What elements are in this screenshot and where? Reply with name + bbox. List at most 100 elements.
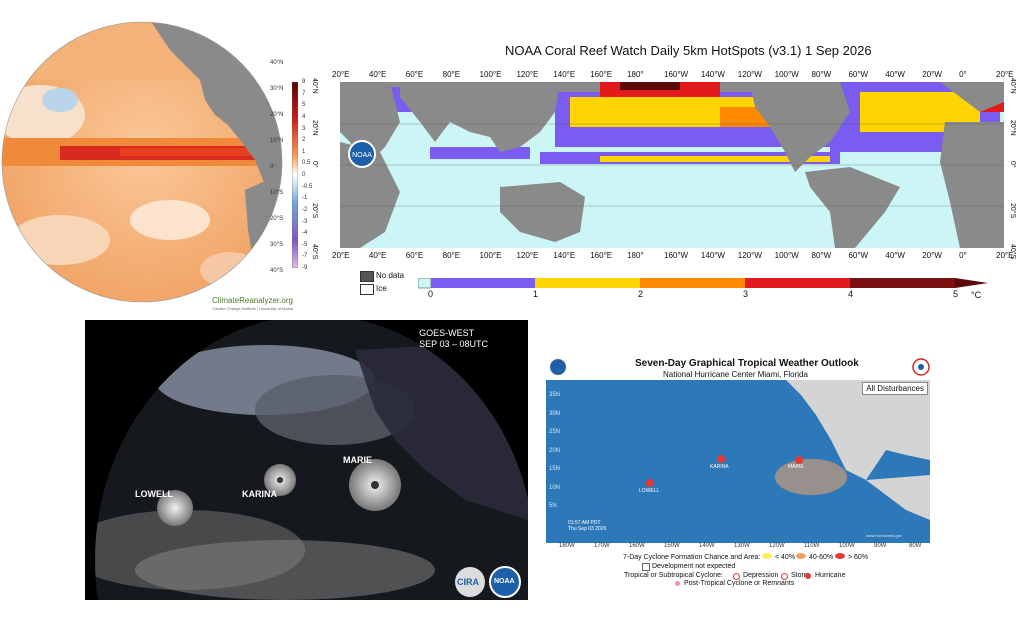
lon-label-top: 100°E (479, 70, 502, 79)
globe-map (1, 21, 283, 303)
colorbar-tick: -9 (302, 265, 308, 271)
lon-label-bottom: 120°W (737, 251, 762, 260)
legend-low-label: < 40% (775, 554, 796, 561)
nhc-timestamp-line1: 01:57 AM PDT (568, 520, 601, 526)
lon-label-top: 160°E (590, 70, 613, 79)
legend-depression: Depression (743, 572, 779, 579)
nhc-storm-karina: KARINA (710, 464, 729, 470)
nhc-lon-label: 140W (699, 543, 715, 549)
lon-label-bottom: 100°E (479, 251, 502, 260)
lat-label-left: 40°S (311, 244, 318, 260)
lat-label-right: 0° (1009, 161, 1016, 168)
hotspots-colorbar-label: 5 (953, 289, 959, 299)
nhc-lon-label: 80W (909, 543, 922, 549)
lon-label-bottom: 160°W (664, 251, 689, 260)
lon-label-bottom: 160°E (590, 251, 613, 260)
nhc-lat-label: 30N (549, 410, 561, 417)
colorbar-tick: -3 (302, 218, 308, 225)
hotspots-colorbar-label: 3 (743, 289, 749, 299)
lon-label-bottom: 80°W (811, 251, 832, 260)
lon-label-top: 20°W (922, 70, 942, 79)
goes-storm-marie: MARIE (343, 455, 372, 465)
nhc-lat-label: 5N (549, 503, 557, 509)
nhc-lat-label: 15N (549, 466, 561, 472)
lat-label-right: 40°N (1009, 78, 1016, 94)
lon-label-top: 80°W (811, 70, 832, 79)
legend-not-expected: Development not expected (652, 563, 736, 570)
nhc-lat-label: 35N (549, 392, 561, 398)
hotspots-colorbar (418, 278, 988, 289)
lon-label-bottom: 20°E (996, 251, 1014, 260)
brand-sub-label: Climate Change Institute | University of… (212, 306, 294, 311)
colorbar-tick: 0 (302, 172, 306, 178)
lon-label-bottom: 20°E (332, 251, 350, 260)
legend-cyclone-label: Tropical or Subtropical Cyclone: (624, 572, 723, 579)
legend-post-tropical: Post-Tropical Cyclone or Remnants (684, 580, 795, 587)
hotspots-map: NOAA (340, 82, 1004, 248)
globe-lat-label: 10°S (270, 190, 284, 196)
goes-west-panel: GOES-WEST SEP 03 – 08UTC LOWELL KARINA M… (85, 320, 528, 600)
lon-label-top: 20°E (332, 70, 350, 79)
hotspots-colorbar-label: 1 (533, 289, 539, 299)
nhc-lat-label: 25N (549, 429, 561, 435)
colorbar-unit: °C (971, 290, 982, 300)
goes-storm-lowell: LOWELL (135, 489, 173, 499)
lon-label-top: 60°W (848, 70, 869, 79)
nhc-lon-label: 130W (734, 543, 750, 549)
nhc-lon-label: 150W (664, 543, 680, 549)
goes-title-line2: SEP 03 – 08UTC (419, 339, 488, 349)
legend-low-swatch (762, 553, 772, 559)
lon-label-bottom: 140°E (553, 251, 576, 260)
post-tropical-icon (675, 581, 680, 586)
goes-satellite-image (85, 320, 528, 600)
hotspots-title: NOAA Coral Reef Watch Daily 5km HotSpots… (505, 43, 872, 58)
nhc-lon-label: 120W (769, 543, 785, 549)
cira-logo: CIRA (457, 577, 479, 587)
hurricane-icon (805, 573, 811, 579)
lon-label-top: 80°E (442, 70, 461, 79)
storm-icon (781, 573, 788, 580)
colorbar-tick: -0.5 (302, 183, 313, 190)
brand-label: ClimateReanalyzer.org (212, 296, 293, 305)
nhc-lon-label: 100W (839, 543, 855, 549)
hotspots-colorbar-label: 0 (428, 289, 434, 299)
lat-label-left: 20°N (311, 119, 318, 136)
globe-lat-label: 0° (270, 164, 276, 170)
lon-label-top: 180° (627, 70, 644, 79)
anomaly-colorbar (292, 82, 298, 268)
nhc-lon-label: 110W (804, 543, 820, 549)
colorbar-tick: 0.5 (302, 160, 311, 167)
legend-hurricane: Hurricane (815, 572, 846, 579)
globe-lat-label: 20°S (270, 216, 284, 222)
colorbar-tick: 3 (302, 125, 306, 132)
lon-label-top: 40°W (885, 70, 905, 79)
nhc-timestamp: 01:57 AM PDT Thu Sep 03 2026 (568, 520, 606, 532)
globe-lat-label: 30°N (270, 86, 284, 92)
lon-label-top: 160°W (664, 70, 689, 79)
nhc-lon-label: 160W (629, 543, 645, 549)
lon-label-bottom: 180° (627, 251, 644, 260)
lon-label-bottom: 20°W (922, 251, 942, 260)
lon-label-top: 120°E (516, 70, 539, 79)
nhc-lat-label: 20N (549, 447, 561, 454)
lon-label-bottom: 60°W (848, 251, 869, 260)
nhc-map-graphic (646, 380, 930, 520)
lon-label-bottom: 140°W (700, 251, 725, 260)
colorbar-tick: -7 (302, 253, 308, 260)
all-disturbances-button[interactable]: All Disturbances (862, 382, 928, 395)
lat-label-right: 40°S (1009, 244, 1016, 260)
lon-label-top: 140°W (700, 70, 725, 79)
lat-label-left: 40°N (311, 78, 318, 94)
nhc-storm-lowell: LOWELL (639, 488, 660, 494)
globe-lat-label: 10°N (270, 138, 284, 144)
nws-logo-icon (912, 358, 930, 376)
noaa-logo-icon (549, 358, 567, 376)
lon-label-bottom: 100°W (774, 251, 799, 260)
lon-label-top: 120°W (737, 70, 762, 79)
nhc-storm-marie: MARIE (788, 464, 804, 470)
lon-label-bottom: 60°E (405, 251, 424, 260)
colorbar-tick: 4 (302, 113, 306, 120)
nhc-lon-label: 180W (559, 543, 575, 549)
legend-mid-swatch (796, 553, 806, 559)
legend-formation-label: 7-Day Cyclone Formation Chance and Area: (623, 554, 761, 561)
